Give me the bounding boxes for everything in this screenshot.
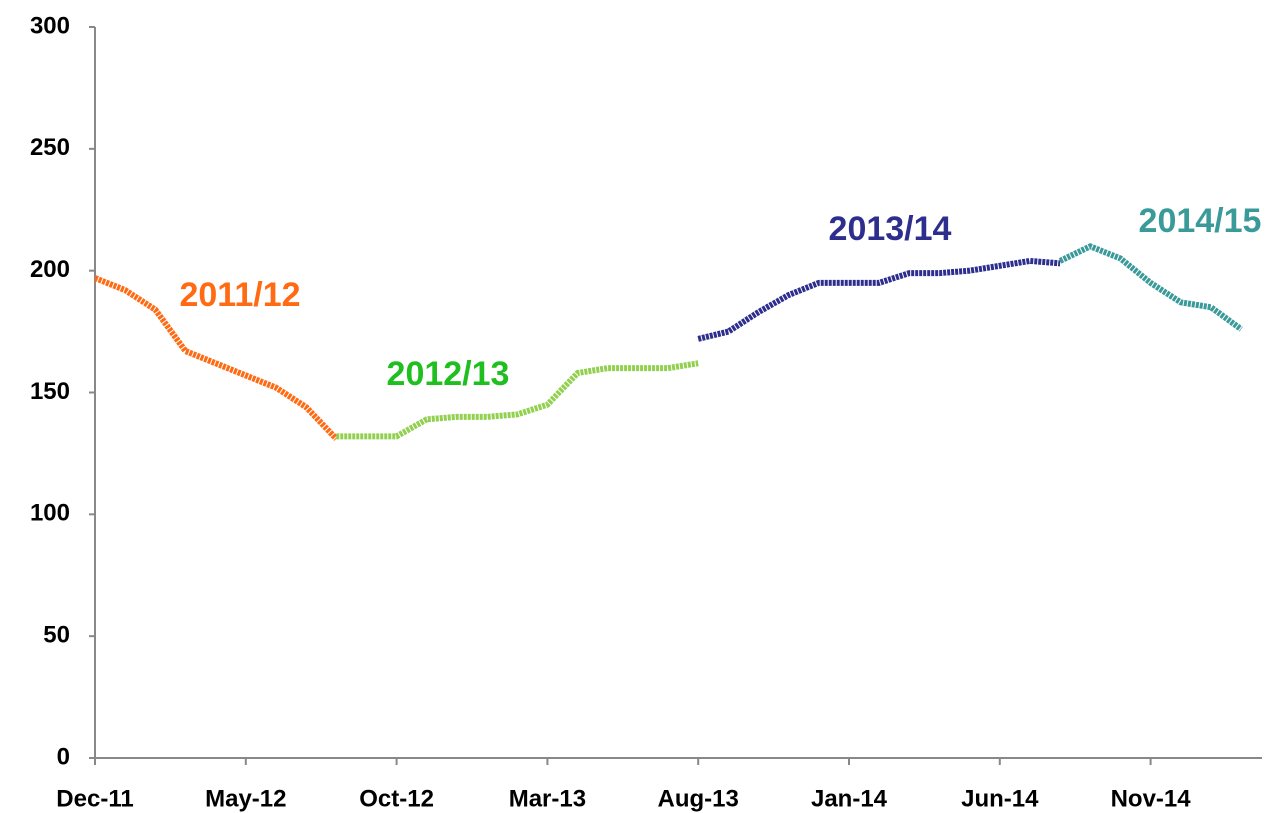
- x-tick-label: Aug-13: [658, 785, 739, 812]
- y-tick-label: 150: [30, 378, 70, 405]
- x-tick-label: Oct-12: [359, 785, 434, 812]
- x-tick-label: Mar-13: [509, 785, 586, 812]
- series-label: 2011/12: [179, 276, 300, 314]
- y-tick-label: 250: [30, 134, 70, 161]
- y-tick-label: 300: [30, 12, 70, 39]
- series-label: 2014/15: [1139, 202, 1262, 240]
- x-tick-label: Jan-14: [811, 785, 888, 812]
- x-tick-label: Dec-11: [56, 785, 133, 812]
- series-label: 2012/13: [387, 355, 510, 393]
- x-tick-label: May-12: [205, 785, 286, 812]
- y-tick-label: 0: [57, 743, 70, 770]
- y-tick-label: 50: [43, 622, 70, 649]
- series-line: [697, 257, 1061, 342]
- series-line: [336, 360, 699, 440]
- y-tick-label: 100: [30, 500, 70, 527]
- series-line: [93, 275, 339, 441]
- series-line: [1058, 243, 1243, 332]
- x-tick-label: Jun-14: [961, 785, 1039, 812]
- x-tick-label: Nov-14: [1111, 785, 1192, 812]
- series-label: 2013/14: [829, 210, 952, 248]
- y-tick-label: 200: [30, 256, 70, 283]
